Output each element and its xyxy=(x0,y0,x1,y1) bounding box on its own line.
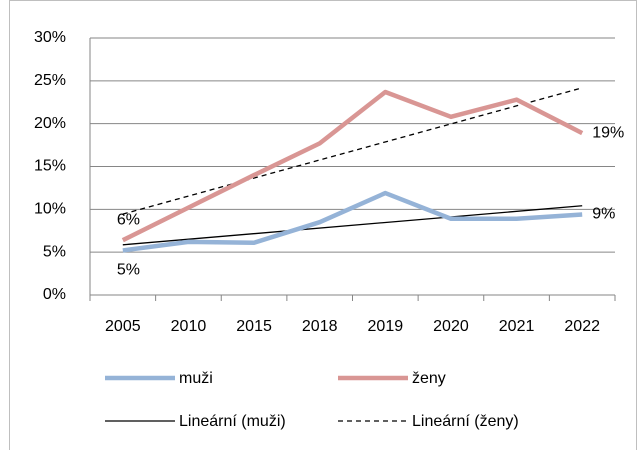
legend-label: muži xyxy=(179,370,213,387)
data-label: 19% xyxy=(592,124,624,141)
trendline xyxy=(122,87,583,215)
y-tick-label: 20% xyxy=(34,115,66,132)
series-line xyxy=(121,89,584,243)
trendline xyxy=(122,205,583,246)
data-label: 5% xyxy=(117,262,140,279)
x-tick-label: 2005 xyxy=(105,318,141,335)
legend-label: Lineární (muži) xyxy=(179,413,286,430)
x-tick-label: 2010 xyxy=(171,318,207,335)
y-tick-label: 30% xyxy=(34,29,66,46)
x-tick-label: 2018 xyxy=(302,318,338,335)
x-tick-label: 2021 xyxy=(499,318,535,335)
y-tick-label: 0% xyxy=(43,286,66,303)
y-tick-label: 25% xyxy=(34,72,66,89)
data-label: 9% xyxy=(592,206,615,223)
legend-label: ženy xyxy=(412,370,446,387)
series-line xyxy=(122,190,583,253)
x-tick-label: 2015 xyxy=(236,318,272,335)
y-tick-label: 5% xyxy=(43,243,66,260)
legend-label: Lineární (ženy) xyxy=(412,413,519,430)
x-tick-label: 2020 xyxy=(433,318,469,335)
data-label: 6% xyxy=(117,211,140,228)
x-tick-label: 2022 xyxy=(564,318,600,335)
x-tick-label: 2019 xyxy=(368,318,404,335)
y-tick-label: 10% xyxy=(34,201,66,218)
chart-frame xyxy=(9,0,637,455)
y-tick-label: 15% xyxy=(34,158,66,175)
